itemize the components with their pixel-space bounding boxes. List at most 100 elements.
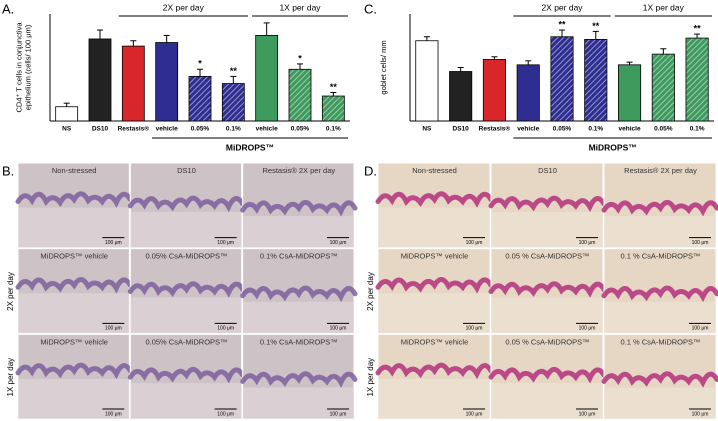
stroma [491, 383, 603, 419]
bar [651, 53, 675, 122]
tissue-layer [601, 199, 718, 217]
stroma [18, 293, 130, 334]
x-tick-label: vehicle [256, 126, 278, 133]
y-axis-label: goblet cells/ mm [379, 40, 388, 94]
scale-label: 100 μm [217, 326, 234, 332]
x-tick-label: vehicle [619, 126, 641, 133]
micrograph-caption: Non-stressed [412, 166, 457, 175]
stroma [130, 297, 242, 334]
bar [415, 40, 439, 122]
x-tick-label: 0.05% [191, 126, 210, 133]
product-label: MiDROPS™ [226, 142, 274, 152]
panel-label: B. [2, 163, 14, 178]
scale-label: 100 μm [466, 411, 483, 417]
stroma [604, 216, 716, 248]
bar [449, 71, 473, 122]
group-label: 2X per day [541, 2, 583, 12]
y-axis-label: CD4⁺ T cells in conjunctiva [14, 22, 23, 113]
micrograph-caption: Restasis® 2X per day [263, 166, 336, 175]
micrograph-caption: Non-stressed [52, 166, 97, 175]
x-tick-label: 0.1% [226, 126, 241, 133]
bar [584, 39, 608, 122]
tissue-layer [240, 371, 358, 388]
x-tick-label: 0.1% [690, 126, 705, 133]
micrograph-caption: 0.05% CsA-MiDROPS™ [145, 252, 227, 261]
x-tick-label: vehicle [156, 126, 178, 133]
scale-label: 100 μm [579, 411, 596, 417]
scale-label: 100 μm [330, 326, 347, 332]
stroma [242, 387, 354, 419]
stroma [378, 378, 490, 419]
group-label: 2X per day [163, 2, 205, 12]
x-tick-label: Restasis® [118, 125, 150, 133]
bar [255, 35, 279, 122]
micrograph-caption: 0.05% CsA-MiDROPS™ [145, 337, 227, 346]
tissue-layer [15, 191, 133, 208]
tissue-layer [488, 366, 607, 384]
bar [188, 76, 212, 122]
significance: ** [558, 19, 566, 29]
x-tick-label: 0.05% [553, 126, 572, 133]
bar [516, 64, 540, 122]
stroma [130, 383, 242, 419]
tissue-layer [15, 362, 133, 380]
scale-label: 100 μm [330, 411, 347, 417]
bar [482, 59, 506, 122]
significance: * [298, 53, 302, 63]
stroma [378, 207, 490, 248]
scale-label: 100 μm [466, 240, 483, 246]
stroma [604, 301, 716, 334]
micrograph-caption: MiDROPS™ vehicle [401, 337, 469, 346]
tissue-layer [240, 199, 358, 217]
x-tick-label: 0.05% [291, 126, 310, 133]
stroma [130, 211, 242, 248]
row-label: 1X per day [6, 358, 15, 397]
stroma [18, 207, 130, 248]
bar [88, 38, 112, 122]
scale-label: 100 μm [105, 326, 122, 332]
stroma [491, 297, 603, 334]
micrograph-caption: 0.1% CsA-MiDROPS™ [260, 252, 338, 261]
tissue-layer [488, 281, 607, 298]
micrograph-caption: 0.1% CsA-MiDROPS™ [260, 337, 338, 346]
significance: ** [694, 23, 702, 33]
bar [121, 45, 145, 122]
bar [155, 42, 179, 122]
tissue-layer [127, 195, 246, 213]
micrograph-caption: Restasis® 2X per day [624, 166, 697, 175]
tissue-layer [127, 281, 246, 298]
scale-label: 100 μm [692, 240, 709, 246]
significance: ** [230, 66, 238, 76]
stroma [604, 387, 716, 419]
x-tick-label: NS [422, 126, 432, 133]
scale-label: 100 μm [330, 240, 347, 246]
micrograph-caption: MiDROPS™ vehicle [40, 337, 108, 346]
micrograph-caption: DS10 [538, 166, 557, 175]
tissue-layer [240, 285, 358, 303]
scale-label: 100 μm [105, 411, 122, 417]
scale-label: 100 μm [466, 326, 483, 332]
micrograph-caption: 0.1 % CsA-MiDROPS™ [620, 337, 700, 346]
significance: ** [592, 21, 600, 31]
micrograph-caption: MiDROPS™ vehicle [401, 252, 469, 261]
row-label: 1X per day [366, 358, 375, 397]
bar [288, 68, 312, 122]
x-tick-label: DS10 [92, 126, 109, 133]
scale-label: 100 μm [579, 240, 596, 246]
panel-label: A. [2, 1, 14, 16]
bar [685, 37, 709, 122]
stroma [242, 301, 354, 334]
micrograph-caption: MiDROPS™ vehicle [40, 252, 108, 261]
micrograph-caption: 0.1 % CsA-MiDROPS™ [620, 252, 700, 261]
tissue-layer [375, 276, 494, 294]
scale-label: 100 μm [105, 240, 122, 246]
stroma [378, 293, 490, 334]
x-tick-label: 0.1% [588, 126, 603, 133]
x-tick-label: NS [62, 126, 72, 133]
scale-label: 100 μm [217, 411, 234, 417]
row-label: 2X per day [366, 272, 375, 311]
bar [618, 64, 642, 122]
y-axis-label: epithelium (cells/ 100 μm) [23, 24, 32, 110]
micrograph-caption: 0.05 % CsA-MiDROPS™ [505, 337, 589, 346]
